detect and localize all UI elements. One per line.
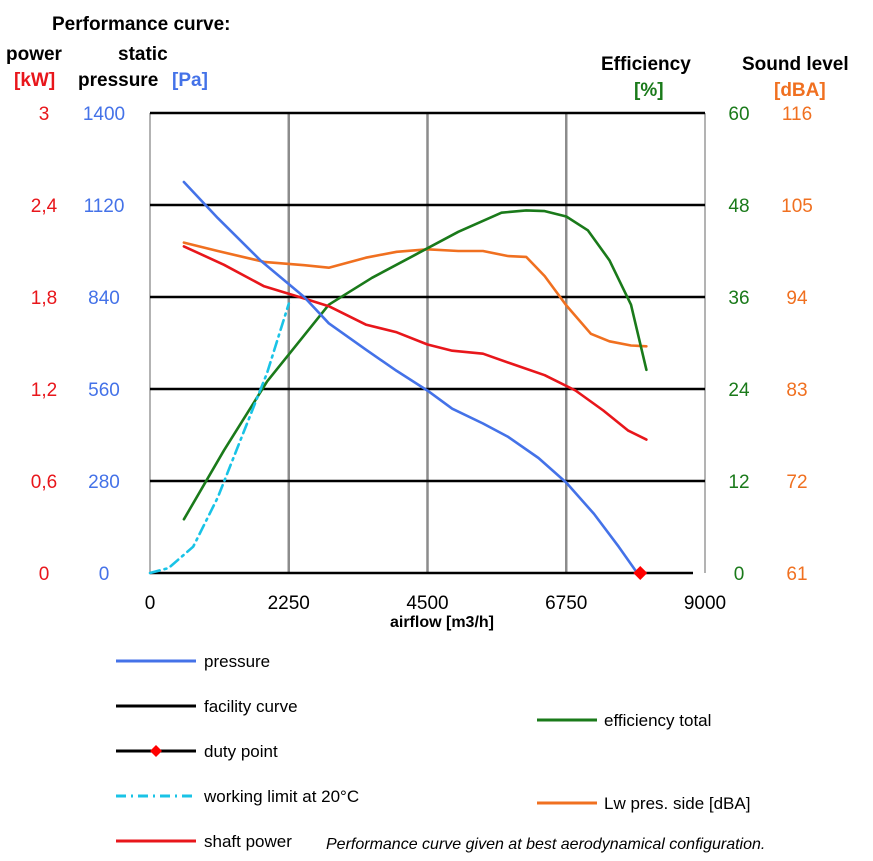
legend: pressure facility curve duty point working … <box>116 652 750 851</box>
x-axis-label: airflow [m3/h] <box>390 614 494 631</box>
pressure-tick-label: 560 <box>88 380 120 401</box>
series-shaft-power <box>182 245 648 441</box>
x-tick-label: 6750 <box>545 593 587 614</box>
pressure-tick-label: 0 <box>99 564 110 585</box>
sound-tick-label: 116 <box>782 104 812 125</box>
sound-tick-label: 83 <box>786 380 807 401</box>
efficiency-tick-label: 24 <box>728 380 750 401</box>
series-efficiency-total <box>182 209 648 521</box>
legend-label: pressure <box>204 652 270 671</box>
efficiency-tick-label: 48 <box>728 196 749 217</box>
efficiency-axis-title: Efficiency <box>601 54 691 75</box>
power-axis-unit: [kW] <box>14 70 55 91</box>
x-tick-label: 4500 <box>406 593 448 614</box>
sound-axis-unit: [dBA] <box>774 80 826 101</box>
legend-label: working limit at 20°C <box>203 787 359 806</box>
pressure-tick-label: 1120 <box>84 196 125 217</box>
series-pressure <box>182 180 639 575</box>
chart-title: Performance curve: <box>52 14 230 35</box>
efficiency-tick-label: 60 <box>728 104 749 125</box>
x-tick-label: 9000 <box>684 593 726 614</box>
sound-tick-label: 61 <box>786 564 807 585</box>
power-tick-label: 3 <box>39 104 50 125</box>
pressure-tick-label: 280 <box>88 472 120 493</box>
legend-label: duty point <box>204 742 278 761</box>
power-tick-label: 1,2 <box>31 380 57 401</box>
power-tick-label: 2,4 <box>31 196 58 217</box>
series-lw-pres-side-dba <box>182 241 648 348</box>
sound-tick-label: 105 <box>781 196 813 217</box>
legend-label: facility curve <box>204 697 298 716</box>
sound-tick-label: 94 <box>786 288 808 309</box>
pressure-axis-title-1: static <box>118 44 168 65</box>
duty-point-marker <box>633 566 648 580</box>
x-tick-label: 2250 <box>268 593 310 614</box>
legend-marker <box>150 745 162 757</box>
legend-label: Lw pres. side [dBA] <box>604 794 750 813</box>
footnote: Performance curve given at best aerodyna… <box>326 836 765 853</box>
efficiency-tick-label: 0 <box>734 564 745 585</box>
power-tick-label: 0 <box>39 564 50 585</box>
pressure-tick-label: 840 <box>88 288 120 309</box>
legend-item: Lw pres. side [dBA] <box>537 794 750 813</box>
legend-label: shaft power <box>204 832 292 851</box>
series-working-limit-at-20-c <box>148 302 291 575</box>
efficiency-axis-unit: [%] <box>634 80 664 101</box>
efficiency-tick-label: 12 <box>728 472 749 493</box>
legend-item: efficiency total <box>537 711 711 730</box>
pressure-axis-title-2: pressure <box>78 70 158 91</box>
sound-tick-label: 72 <box>786 472 807 493</box>
power-axis-title: power <box>6 44 63 65</box>
power-tick-label: 0,6 <box>31 472 57 493</box>
efficiency-tick-label: 36 <box>728 288 749 309</box>
legend-item: facility curve <box>116 697 298 716</box>
x-tick-label: 0 <box>145 593 156 614</box>
legend-item: duty point <box>116 742 278 761</box>
pressure-tick-label: 1400 <box>83 104 125 125</box>
sound-axis-title: Sound level <box>742 54 849 75</box>
power-tick-label: 1,8 <box>31 288 57 309</box>
legend-item: shaft power <box>116 832 292 851</box>
pressure-axis-unit: [Pa] <box>172 70 208 91</box>
legend-item: pressure <box>116 652 270 671</box>
legend-item: working limit at 20°C <box>116 787 359 806</box>
plot-area: 0 2250 4500 6750 9000 0 0,6 1,2 1,8 2,4 3 0 280 560 84… <box>31 104 813 614</box>
legend-label: efficiency total <box>604 711 711 730</box>
